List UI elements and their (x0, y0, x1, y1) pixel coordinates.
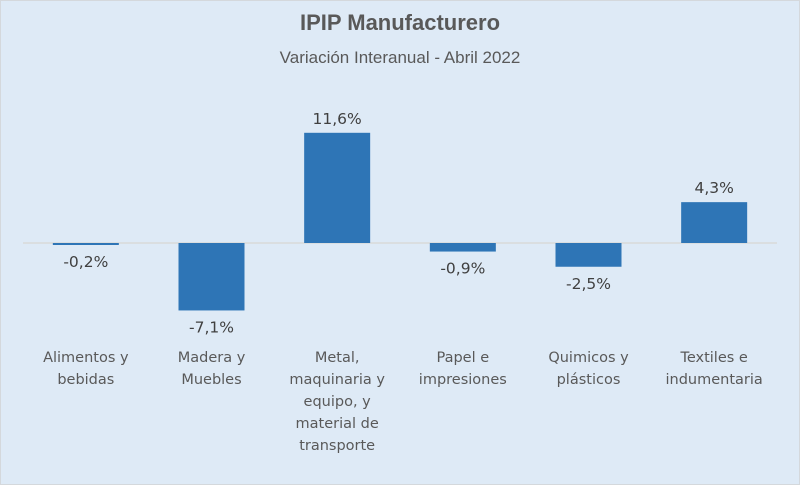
category-label: Textiles e indumentaria (665, 350, 763, 388)
bar (52, 243, 119, 245)
chart-title: IPIP Manufacturero (299, 10, 501, 35)
bar (681, 202, 748, 243)
category-label: Papel e impresiones (418, 350, 507, 388)
data-label: 11,6% (313, 110, 362, 128)
category-label: Alimentos y bebidas (43, 350, 129, 388)
data-label: -0,9% (440, 260, 485, 278)
data-label: 4,3% (694, 179, 733, 197)
data-label: -0,2% (63, 253, 108, 271)
bar (178, 243, 245, 311)
category-label: Quimicos y plásticos (548, 350, 629, 388)
chart-subtitle: Variación Interanual - Abril 2022 (279, 48, 521, 67)
category-label: Metal, maquinaria y equipo, y material d… (289, 350, 385, 454)
data-label: -7,1% (189, 318, 234, 336)
bar (429, 243, 496, 252)
bar (304, 132, 371, 243)
data-label: -2,5% (566, 275, 611, 293)
bar (555, 243, 622, 267)
category-label: Madera y Muebles (177, 350, 246, 388)
